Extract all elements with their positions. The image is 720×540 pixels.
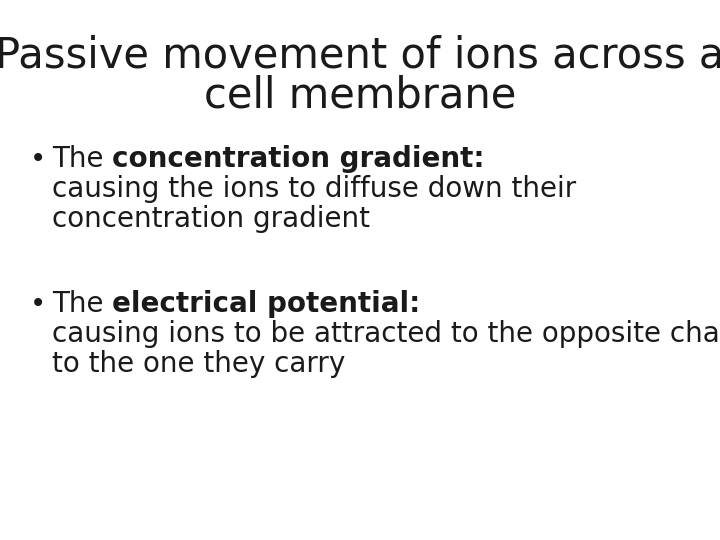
Text: concentration gradient:: concentration gradient: xyxy=(112,145,485,173)
Text: electrical potential:: electrical potential: xyxy=(112,290,420,318)
Text: causing the ions to diffuse down their: causing the ions to diffuse down their xyxy=(52,175,576,203)
Text: concentration gradient: concentration gradient xyxy=(52,205,370,233)
Text: The: The xyxy=(52,145,112,173)
Text: •: • xyxy=(30,145,46,173)
Text: cell membrane: cell membrane xyxy=(204,75,516,117)
Text: causing ions to be attracted to the opposite charge: causing ions to be attracted to the oppo… xyxy=(52,320,720,348)
Text: •: • xyxy=(30,290,46,318)
Text: Passive movement of ions across a: Passive movement of ions across a xyxy=(0,35,720,77)
Text: The: The xyxy=(52,290,112,318)
Text: to the one they carry: to the one they carry xyxy=(52,350,346,378)
